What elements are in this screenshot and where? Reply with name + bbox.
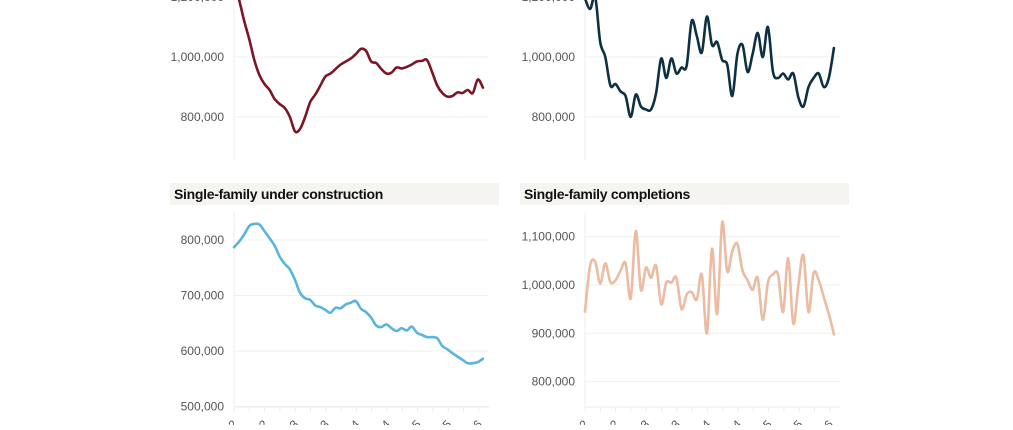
y-tick-label: 800,000 — [532, 110, 576, 124]
x-tick-label: Jan '25 — [387, 417, 424, 425]
y-tick-label: 900,000 — [532, 326, 576, 340]
x-tick-label: Jan '22 — [554, 417, 591, 425]
chart-top-right: 800,000 1,000,000 1,200,000 — [522, 0, 840, 160]
x-tick-label: Jul '24 — [359, 417, 393, 425]
x-tick-label: Jul '25 — [420, 417, 454, 425]
y-tick-label: 800,000 — [532, 375, 576, 389]
x-tick-label: Jul '25 — [771, 417, 805, 425]
y-tick-label: 700,000 — [181, 289, 225, 303]
x-tick-label: Jan '26 — [448, 417, 485, 425]
x-tick-label: Jul '23 — [649, 417, 683, 425]
y-tick-label: 800,000 — [181, 233, 225, 247]
x-tick-label: Jan '22 — [203, 417, 240, 425]
x-tick-label: Jan '26 — [799, 417, 836, 425]
x-tick-label: Jul '23 — [298, 417, 332, 425]
x-tick-label: Jul '22 — [588, 417, 622, 425]
y-tick-label: 1,200,000 — [522, 0, 576, 4]
series-line-bottom-right — [583, 220, 836, 336]
y-tick-label: 1,000,000 — [171, 50, 225, 64]
x-tick-label: Jan '23 — [264, 417, 301, 425]
x-tick-label: Jul '22 — [237, 417, 271, 425]
y-tick-label: 1,100,000 — [522, 230, 576, 244]
x-tick-label: Jan '24 — [326, 417, 363, 425]
series-line-top-left — [237, 0, 485, 134]
x-tick-label: Jan '23 — [615, 417, 652, 425]
series-line-bottom-left — [232, 222, 485, 365]
y-tick-label: 600,000 — [181, 344, 225, 358]
y-tick-label: 1,000,000 — [522, 50, 576, 64]
chart-top-left: 800,000 1,000,000 1,200,000 — [171, 0, 489, 160]
series-line-top-right — [584, 0, 836, 119]
y-tick-label: 1,000,000 — [522, 278, 576, 292]
y-tick-label: 500,000 — [181, 400, 225, 414]
y-tick-label: 800,000 — [181, 110, 225, 124]
x-tick-label: Jul '24 — [710, 417, 744, 425]
panel-title-completions: Single-family completions — [520, 183, 849, 205]
x-tick-label: Jan '24 — [677, 417, 714, 425]
panel-title-under-construction: Single-family under construction — [170, 183, 499, 205]
y-tick-label: 1,200,000 — [171, 0, 225, 4]
x-tick-label: Jan '25 — [738, 417, 775, 425]
